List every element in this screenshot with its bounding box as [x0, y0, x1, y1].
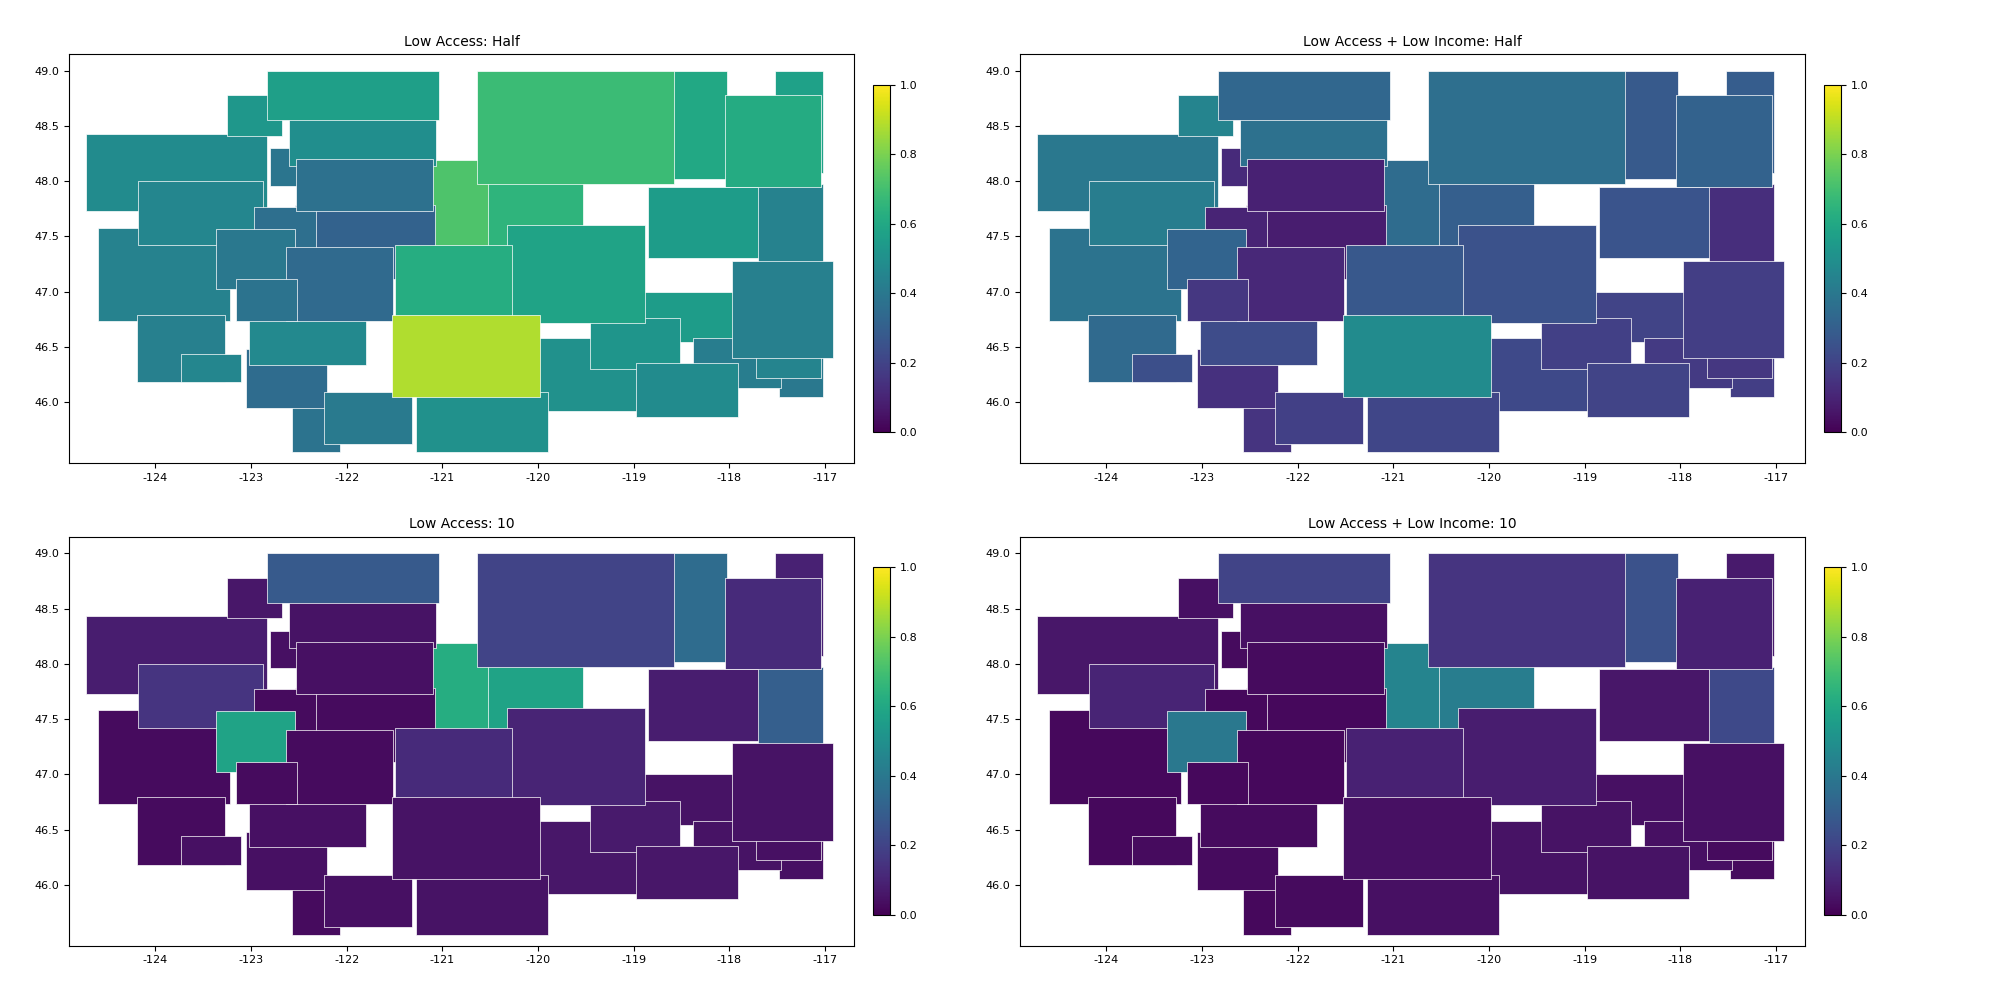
Title: Low Access: Half: Low Access: Half: [404, 35, 520, 49]
Title: Low Access + Low Income: 10: Low Access + Low Income: 10: [1308, 517, 1516, 531]
Title: Low Access + Low Income: Half: Low Access + Low Income: Half: [1304, 35, 1522, 49]
Title: Low Access: 10: Low Access: 10: [408, 517, 514, 531]
